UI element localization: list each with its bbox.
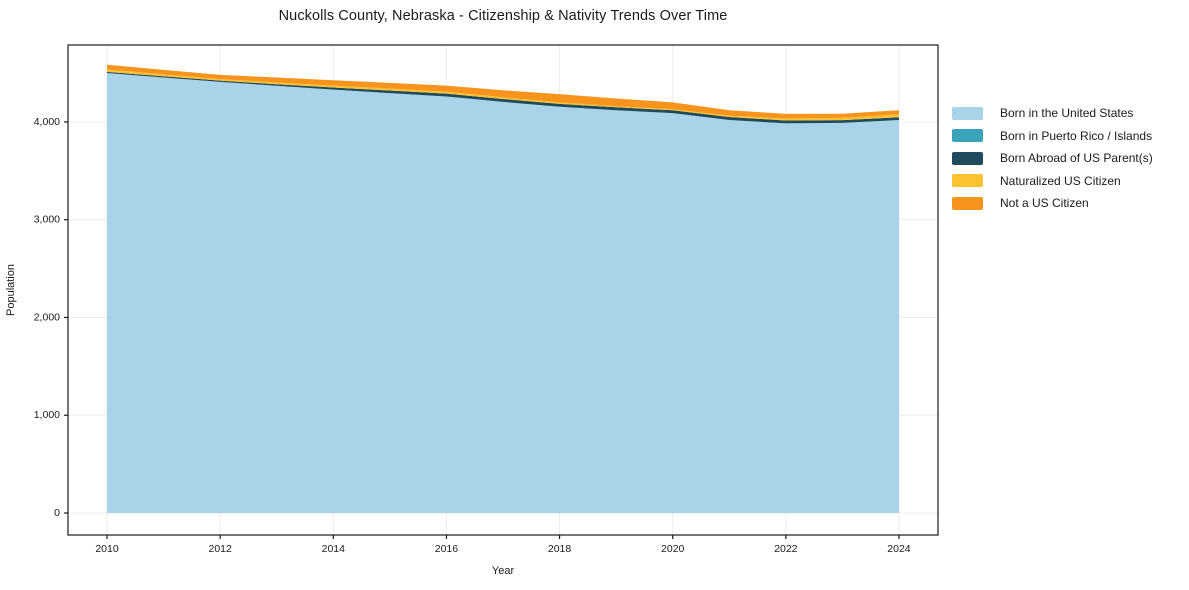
x-tick-label: 2016 bbox=[435, 543, 459, 555]
legend-swatch-icon bbox=[952, 106, 983, 120]
x-tick-label: 2010 bbox=[95, 543, 119, 555]
x-tick-label: 2014 bbox=[322, 543, 346, 555]
x-tick-label: 2024 bbox=[887, 543, 911, 555]
y-tick-label: 2,000 bbox=[34, 311, 60, 323]
y-tick-label: 3,000 bbox=[34, 214, 60, 226]
x-tick-label: 2020 bbox=[661, 543, 685, 555]
axes-frame bbox=[67, 44, 939, 536]
x-tick-label: 2022 bbox=[774, 543, 798, 555]
legend-swatch-icon bbox=[952, 174, 983, 188]
y-tick-label: 1,000 bbox=[34, 409, 60, 421]
area-series-4 bbox=[107, 64, 899, 119]
legend: Born in the United States Born in Puerto … bbox=[952, 102, 1153, 215]
y-tick-label: 4,000 bbox=[34, 116, 60, 128]
x-tick-label: 2018 bbox=[548, 543, 572, 555]
legend-item-0: Born in the United States bbox=[952, 102, 1153, 125]
legend-swatch-icon bbox=[952, 151, 983, 165]
x-tick-label: 2012 bbox=[208, 543, 232, 555]
legend-swatch-icon bbox=[952, 129, 983, 143]
y-axis-label: Population bbox=[5, 264, 17, 316]
legend-swatch-icon bbox=[952, 196, 983, 210]
x-axis-label: Year bbox=[492, 565, 515, 577]
legend-label: Not a US Citizen bbox=[1000, 196, 1089, 211]
legend-label: Born in the United States bbox=[1000, 106, 1134, 121]
legend-item-2: Born Abroad of US Parent(s) bbox=[952, 147, 1153, 170]
legend-label: Naturalized US Citizen bbox=[1000, 173, 1121, 188]
legend-label: Born Abroad of US Parent(s) bbox=[1000, 151, 1153, 166]
chart-title: Nuckolls County, Nebraska - Citizenship … bbox=[278, 8, 728, 24]
area-series-0 bbox=[107, 73, 899, 514]
legend-item-4: Not a US Citizen bbox=[952, 192, 1153, 215]
legend-item-1: Born in Puerto Rico / Islands bbox=[952, 125, 1153, 148]
legend-item-3: Naturalized US Citizen bbox=[952, 170, 1153, 193]
legend-label: Born in Puerto Rico / Islands bbox=[1000, 128, 1153, 143]
y-tick-label: 0 bbox=[54, 507, 60, 519]
